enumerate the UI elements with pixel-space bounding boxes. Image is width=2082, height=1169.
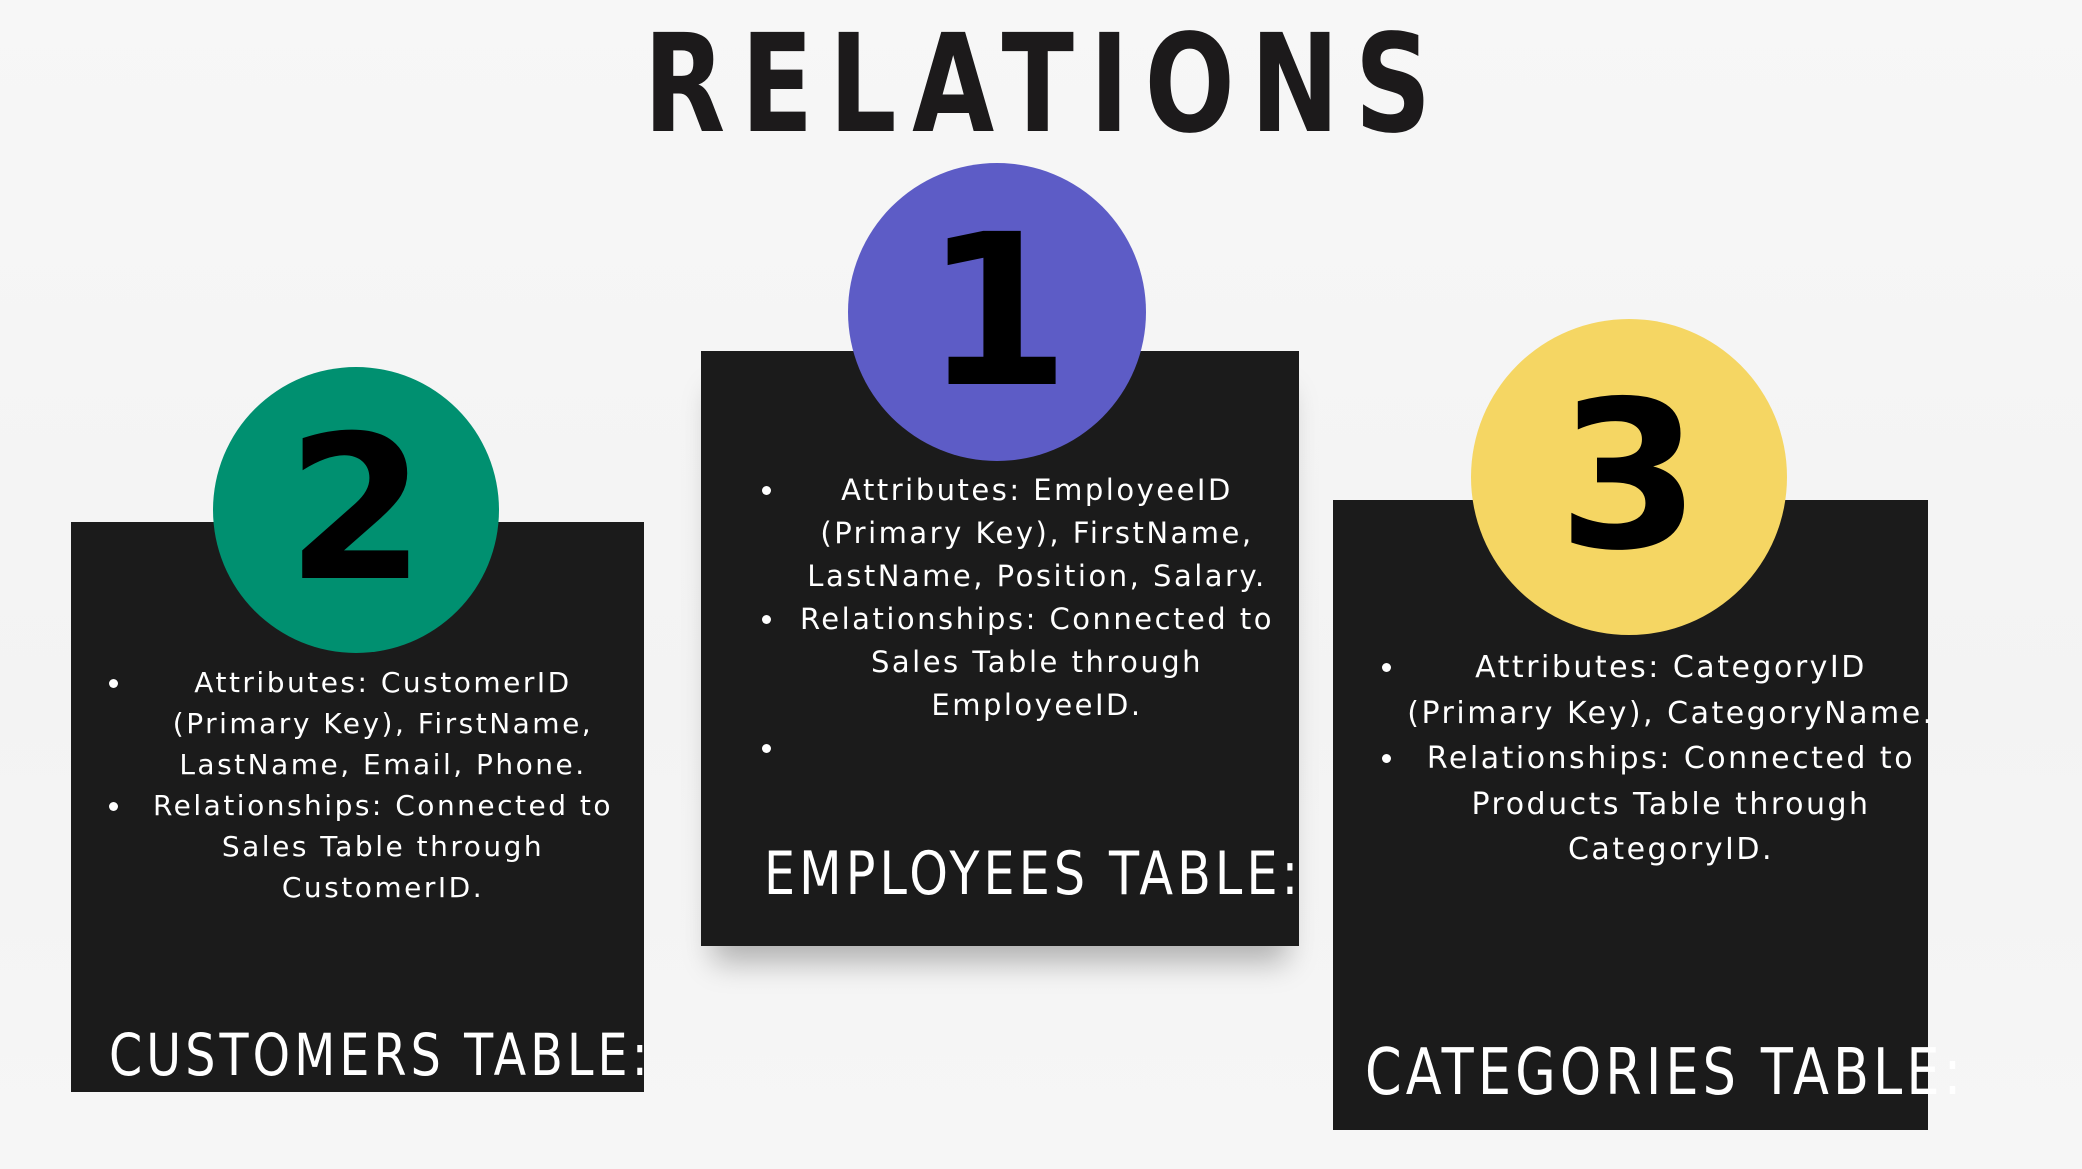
categories-points-list: Attributes: CategoryID (Primary Key), Ca… [1381, 645, 1935, 873]
employees-empty-point [787, 727, 1287, 770]
categories-table-heading: CATEGORIES TABLE: [1365, 1036, 1966, 1110]
badge-3: 3 [1471, 319, 1787, 635]
badge-1-number: 1 [923, 189, 1071, 434]
customers-relationships-point: Relationships: Connected to Sales Table … [133, 785, 633, 908]
customers-attributes-point: Attributes: CustomerID (Primary Key), Fi… [133, 662, 633, 785]
badge-2: 2 [213, 367, 499, 653]
page-title: RELATIONS [643, 6, 1447, 164]
card-customers-table: Attributes: CustomerID (Primary Key), Fi… [71, 522, 648, 1092]
employees-points-list: Attributes: EmployeeID (Primary Key), Fi… [761, 469, 1287, 770]
customers-table-heading: CUSTOMERS TABLE: [109, 1021, 652, 1089]
categories-relationships-point: Relationships: Connected to Products Tab… [1407, 736, 1935, 873]
categories-attributes-point: Attributes: CategoryID (Primary Key), Ca… [1407, 645, 1935, 736]
badge-2-number: 2 [286, 393, 426, 626]
employees-table-heading: EMPLOYEES TABLE: [764, 839, 1303, 909]
badge-3-number: 3 [1557, 357, 1701, 596]
employees-relationships-point: Relationships: Connected to Sales Table … [787, 598, 1287, 727]
customers-points-list: Attributes: CustomerID (Primary Key), Fi… [107, 662, 633, 908]
employees-attributes-point: Attributes: EmployeeID (Primary Key), Fi… [787, 469, 1287, 598]
badge-1: 1 [848, 163, 1146, 461]
